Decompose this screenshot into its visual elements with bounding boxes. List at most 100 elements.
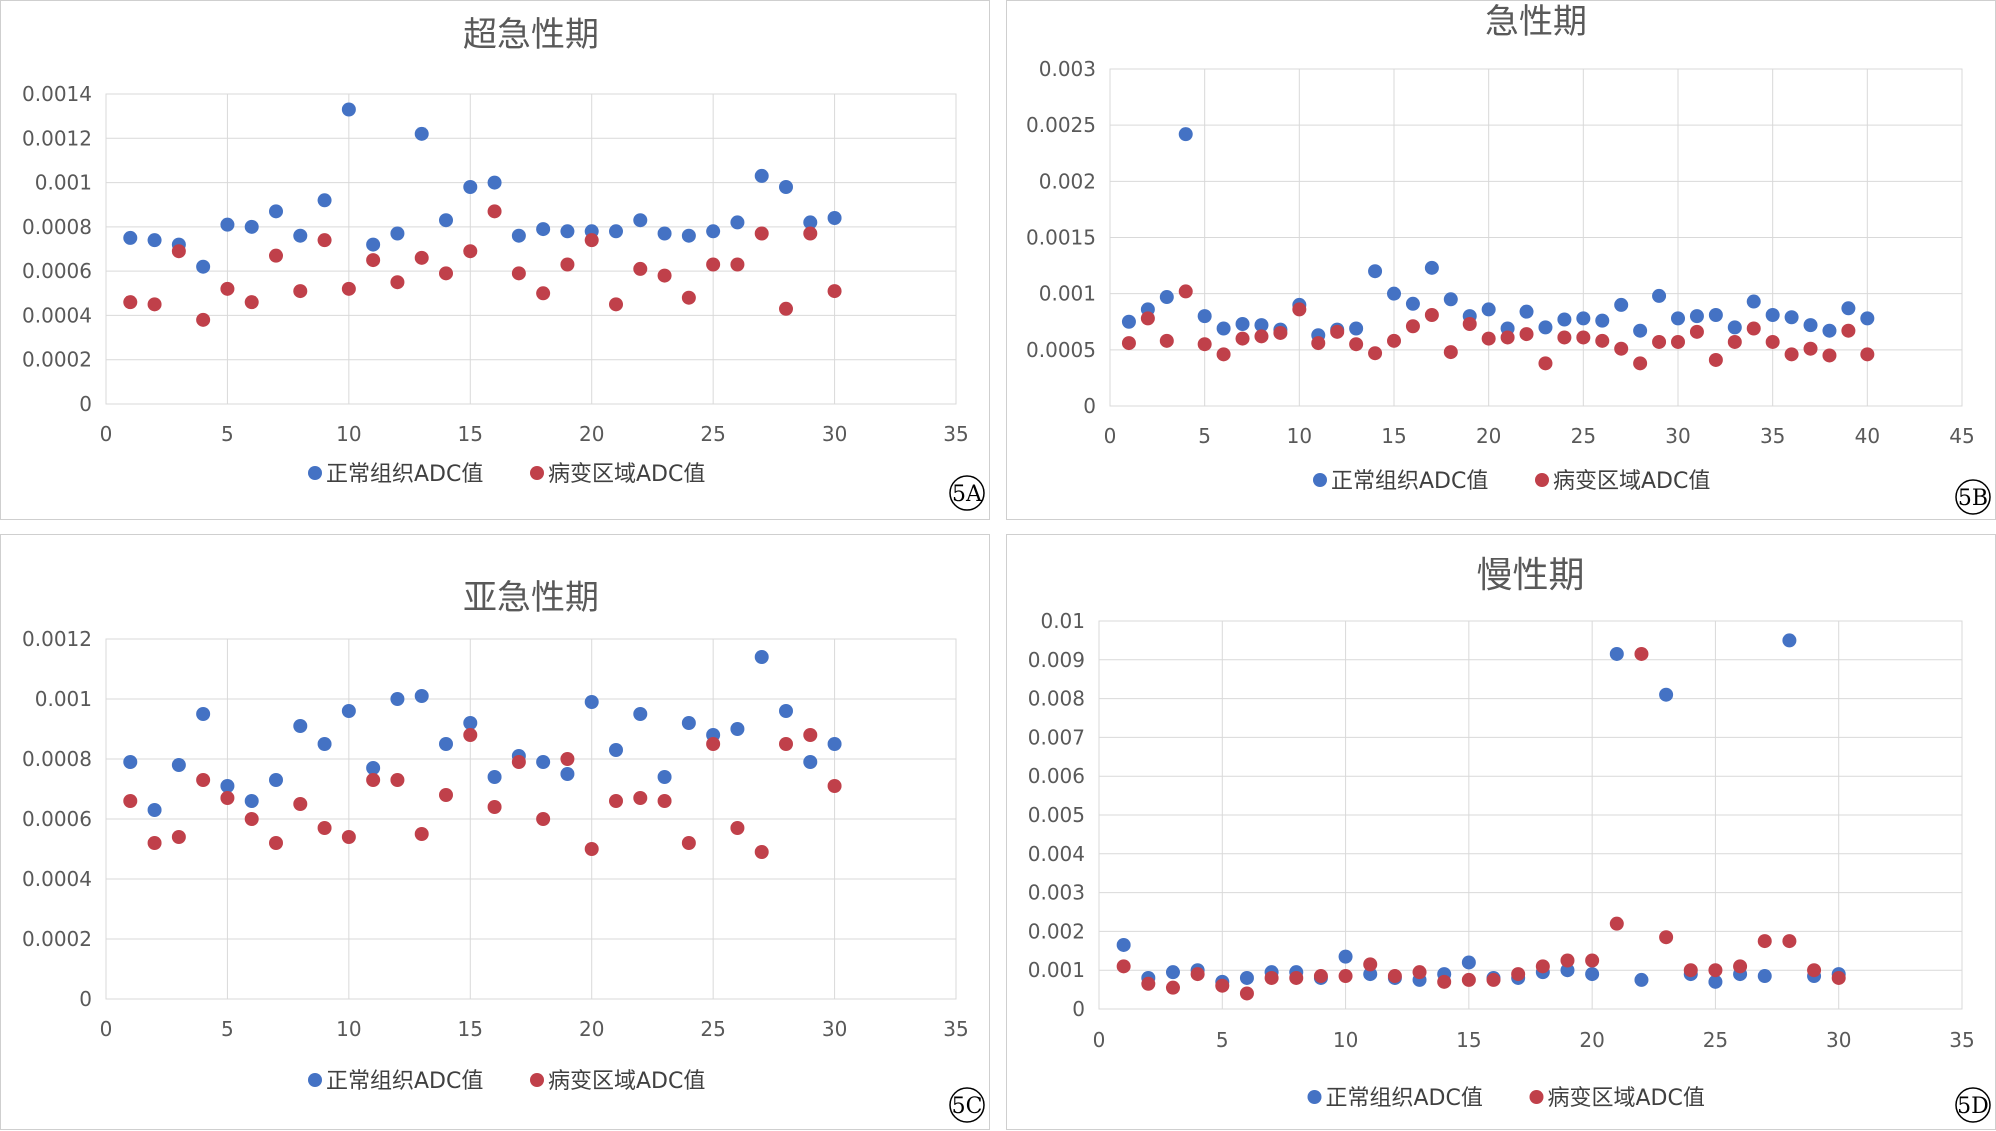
chart-panel-5a: 超急性期 0 0.0002 0.0004 0.0006 0.0008 0.001 0.0012…: [0, 0, 990, 520]
legend-label-lesion: 病变区域ADC值: [1548, 1086, 1705, 1111]
point-normal: [706, 224, 721, 239]
point-normal: [1197, 309, 1212, 324]
point-normal: [1822, 323, 1837, 338]
point-lesion: [244, 812, 259, 826]
scatter-chart-5b: 急性期 0 0.0005 0.001 0.0015 0.002 0.0025 0.003 0 5 1…: [1026, 2, 1991, 515]
x-tick-label: 0: [100, 422, 113, 446]
x-tick-label: 45: [1949, 424, 1974, 448]
y-tick-label: 0.006: [1028, 764, 1085, 788]
point-lesion: [1841, 323, 1856, 338]
x-tick-label: 10: [1333, 1028, 1358, 1052]
point-normal: [463, 716, 478, 730]
x-tick-label: 5: [1198, 424, 1211, 448]
point-normal: [609, 224, 623, 239]
point-normal: [1424, 260, 1439, 275]
point-lesion: [1652, 334, 1667, 349]
point-normal: [633, 213, 648, 228]
point-normal: [1803, 318, 1818, 333]
point-lesion: [536, 812, 551, 826]
point-lesion: [1538, 356, 1553, 371]
point-normal: [439, 737, 453, 751]
legend-label-lesion: 病变区域ADC值: [548, 462, 705, 487]
point-lesion: [317, 233, 332, 248]
point-lesion: [439, 788, 453, 802]
y-tick-label: 0.0014: [22, 82, 92, 106]
y-tick-label: 0.004: [1028, 842, 1085, 866]
point-lesion: [341, 830, 356, 844]
point-normal: [196, 707, 211, 721]
point-normal: [1387, 286, 1401, 301]
x-tick-label: 35: [943, 422, 968, 446]
point-normal: [1671, 311, 1685, 326]
panel-tag-label: 5B: [1958, 486, 1988, 511]
point-lesion: [560, 257, 575, 272]
y-tick-label: 0.0015: [1026, 226, 1096, 250]
point-normal: [1443, 292, 1458, 307]
legend-label-lesion: 病变区域ADC值: [1553, 469, 1710, 494]
y-tick-label: 0.0008: [22, 215, 92, 239]
panel-tag-5d: 5D: [1955, 1087, 1991, 1123]
point-lesion: [1121, 336, 1136, 351]
point-lesion: [1782, 934, 1797, 949]
point-normal: [560, 767, 575, 781]
point-lesion: [220, 281, 235, 296]
point-normal: [1405, 296, 1420, 311]
point-normal: [1519, 304, 1534, 319]
point-normal: [1585, 967, 1600, 982]
point-lesion: [1254, 329, 1269, 344]
panel-tag-5b: 5B: [1955, 479, 1991, 515]
point-normal: [317, 737, 332, 751]
x-tick-label: 0: [1093, 1028, 1106, 1052]
point-lesion: [1159, 333, 1174, 348]
point-lesion: [1215, 978, 1230, 993]
point-lesion: [366, 253, 381, 268]
point-normal: [1609, 646, 1624, 661]
point-normal: [1121, 314, 1136, 329]
point-normal: [1652, 288, 1667, 303]
point-lesion: [584, 842, 599, 856]
point-normal: [1481, 302, 1496, 317]
point-lesion: [1338, 969, 1353, 984]
point-lesion: [1289, 970, 1304, 985]
point-normal: [1689, 309, 1704, 324]
point-normal: [1235, 316, 1250, 331]
point-lesion: [293, 284, 308, 299]
x-tick-label: 20: [579, 422, 604, 446]
x-tick-label: 30: [1826, 1028, 1851, 1052]
x-tick-label: 25: [700, 422, 725, 446]
point-lesion: [1273, 325, 1288, 340]
x-tick-label: 35: [1760, 424, 1785, 448]
point-lesion: [1860, 347, 1875, 362]
point-normal: [390, 226, 405, 241]
point-normal: [1165, 965, 1180, 980]
point-lesion: [1165, 980, 1180, 995]
point-normal: [511, 228, 526, 243]
point-lesion: [730, 821, 745, 835]
y-tick-label: 0.0002: [22, 927, 92, 951]
point-lesion: [1197, 337, 1212, 352]
point-lesion: [463, 244, 478, 259]
point-lesion: [827, 779, 842, 793]
y-tick-label: 0.005: [1028, 803, 1085, 827]
legend-marker-lesion: [530, 466, 544, 480]
point-lesion: [269, 248, 283, 263]
point-normal: [1461, 955, 1476, 970]
x-tick-label: 20: [1476, 424, 1501, 448]
x-tick-label: 15: [458, 1017, 483, 1041]
point-normal: [1757, 969, 1772, 984]
point-lesion: [1500, 330, 1515, 345]
panel-tag-circle: [949, 1087, 985, 1123]
y-tick-label: 0.002: [1039, 169, 1096, 193]
point-lesion: [1803, 341, 1818, 356]
y-tick-label: 0.007: [1028, 725, 1085, 749]
point-normal: [1338, 949, 1353, 964]
point-normal: [171, 758, 186, 772]
point-lesion: [1757, 934, 1772, 949]
panel-tag-label: 5D: [1957, 1094, 1989, 1119]
x-tick-label: 30: [822, 1017, 847, 1041]
x-tick-label: 30: [822, 422, 847, 446]
point-normal: [779, 704, 793, 718]
point-normal: [1368, 264, 1383, 279]
point-normal: [633, 707, 648, 721]
point-lesion: [1633, 356, 1648, 371]
